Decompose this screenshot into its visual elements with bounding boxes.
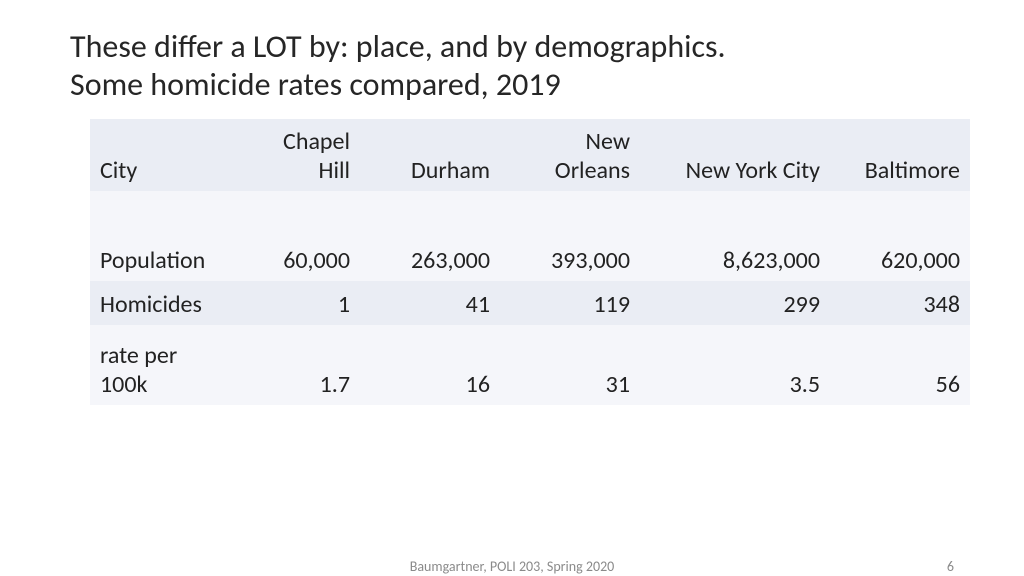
cell: 31	[500, 325, 640, 405]
row-label: Population	[90, 191, 240, 281]
table-row: Population 60,000 263,000 393,000 8,623,…	[90, 191, 970, 281]
homicide-table: City Chapel Hill Durham New Orleans New …	[90, 119, 970, 405]
footer-note: Baumgartner, POLI 203, Spring 2020	[0, 558, 1024, 575]
col-header: Durham	[360, 119, 500, 191]
col-header: Baltimore	[830, 119, 970, 191]
cell: 119	[500, 281, 640, 325]
cell: 3.5	[640, 325, 830, 405]
row-label: rate per 100k	[90, 325, 240, 405]
cell: 1	[240, 281, 360, 325]
cell: 1.7	[240, 325, 360, 405]
row-label: Homicides	[90, 281, 240, 325]
cell: 348	[830, 281, 970, 325]
table-row: Homicides 1 41 119 299 348	[90, 281, 970, 325]
cell: 620,000	[830, 191, 970, 281]
col-header: New Orleans	[500, 119, 640, 191]
page-number: 6	[947, 558, 954, 575]
cell: 8,623,000	[640, 191, 830, 281]
slide: These differ a LOT by: place, and by dem…	[0, 0, 1024, 576]
data-table: City Chapel Hill Durham New Orleans New …	[90, 119, 934, 405]
title-line-2: Some homicide rates compared, 2019	[70, 65, 561, 104]
title-line-1: These differ a LOT by: place, and by dem…	[70, 27, 726, 66]
cell: 41	[360, 281, 500, 325]
cell: 16	[360, 325, 500, 405]
cell: 263,000	[360, 191, 500, 281]
cell: 56	[830, 325, 970, 405]
col-header: New York City	[640, 119, 830, 191]
cell: 60,000	[240, 191, 360, 281]
col-header: City	[90, 119, 240, 191]
col-header: Chapel Hill	[240, 119, 360, 191]
table-header-row: City Chapel Hill Durham New Orleans New …	[90, 119, 970, 191]
cell: 393,000	[500, 191, 640, 281]
cell: 299	[640, 281, 830, 325]
table-row: rate per 100k 1.7 16 31 3.5 56	[90, 325, 970, 405]
slide-title: These differ a LOT by: place, and by dem…	[70, 28, 954, 105]
